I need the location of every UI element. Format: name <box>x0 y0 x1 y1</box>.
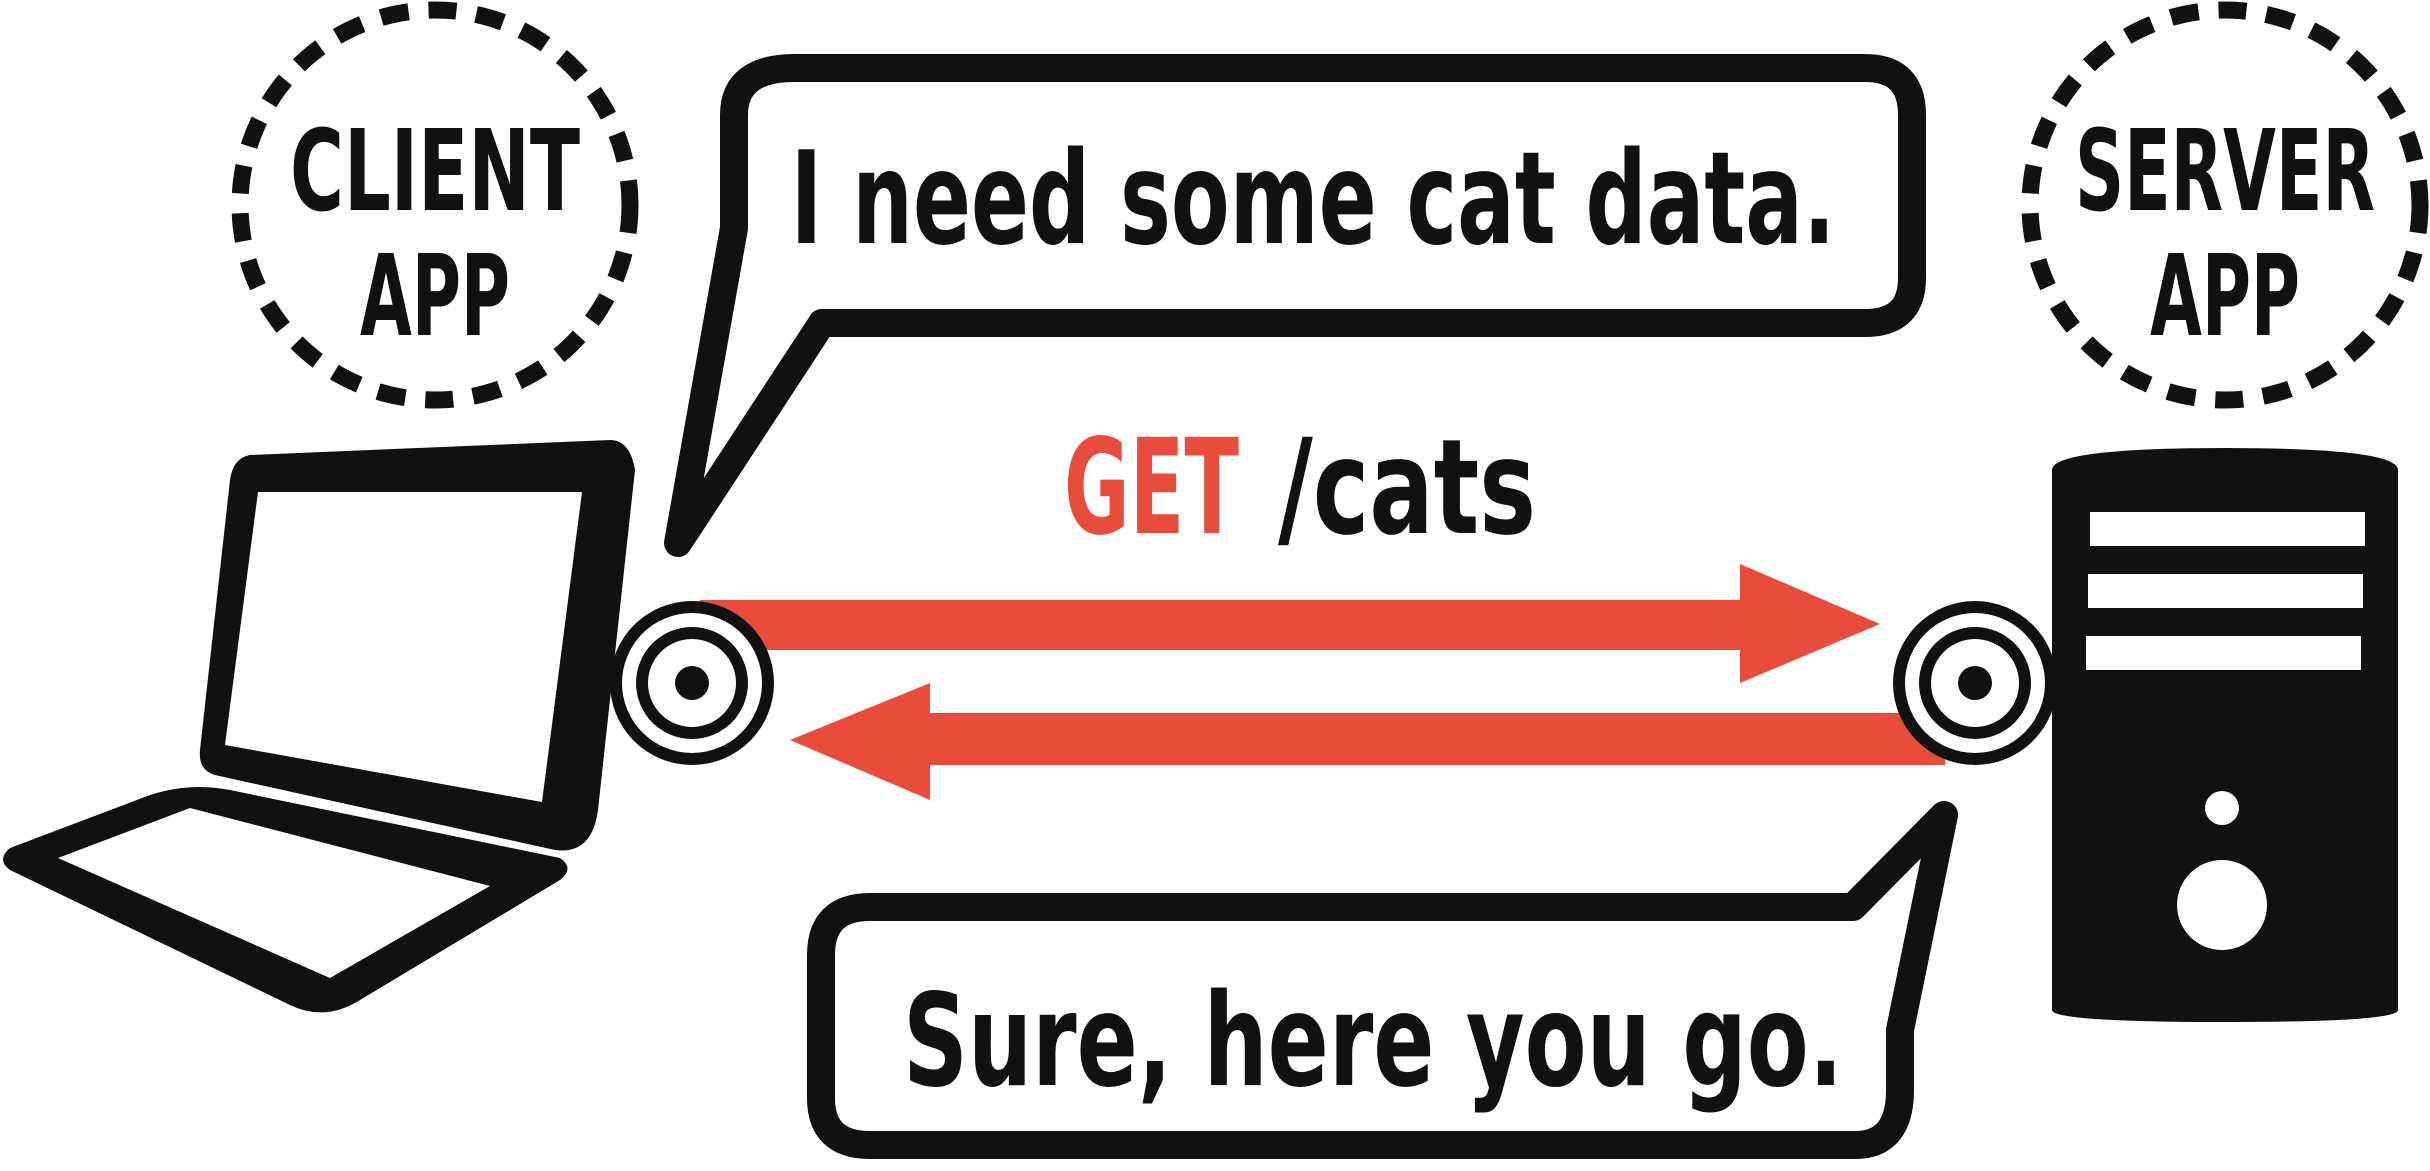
response-bubble-shape <box>807 801 1958 1159</box>
request-speech-bubble: I need some cat data. <box>664 54 1926 557</box>
laptop-keyboard <box>58 808 490 978</box>
laptop-icon <box>3 440 635 1013</box>
server-tower-icon <box>2052 448 2398 1022</box>
response-arrow-head <box>790 683 930 800</box>
response-speech-bubble: Sure, here you go. <box>807 801 1958 1159</box>
server-power-led <box>2205 791 2239 825</box>
server-drive-bay-1 <box>2090 512 2365 546</box>
request-bubble-text: I need some cat data. <box>791 125 1836 274</box>
response-arrow-shaft <box>925 713 1945 765</box>
request-arrow-shaft <box>700 600 1745 650</box>
server-port-dot <box>1958 666 1992 700</box>
laptop-screen <box>225 492 582 802</box>
response-bubble-text: Sure, here you go. <box>903 967 1843 1116</box>
server-power-button <box>2177 860 2267 950</box>
client-badge-line1: CLIENT <box>290 107 580 237</box>
request-path: /cats <box>1278 411 1536 565</box>
client-badge-dashed-ring <box>231 1 639 409</box>
request-line: GET /cats <box>1064 411 1536 565</box>
server-app-badge: SERVER APP <box>2021 1 2429 409</box>
client-badge-line2: APP <box>360 232 510 362</box>
request-arrow <box>700 564 1880 683</box>
request-arrow-head <box>1740 564 1880 683</box>
server-badge-line2: APP <box>2150 232 2300 362</box>
client-port-dot <box>675 666 709 700</box>
server-badge-line1: SERVER <box>2075 107 2375 237</box>
server-drive-bay-3 <box>2086 636 2361 670</box>
server-port <box>1893 601 2057 765</box>
client-app-badge: CLIENT APP <box>231 1 639 409</box>
request-bubble-shape <box>664 54 1926 557</box>
response-arrow <box>790 683 1945 800</box>
http-method: GET <box>1064 411 1239 565</box>
client-port <box>610 601 774 765</box>
server-drive-bay-2 <box>2088 574 2363 608</box>
server-badge-dashed-ring <box>2021 1 2429 409</box>
